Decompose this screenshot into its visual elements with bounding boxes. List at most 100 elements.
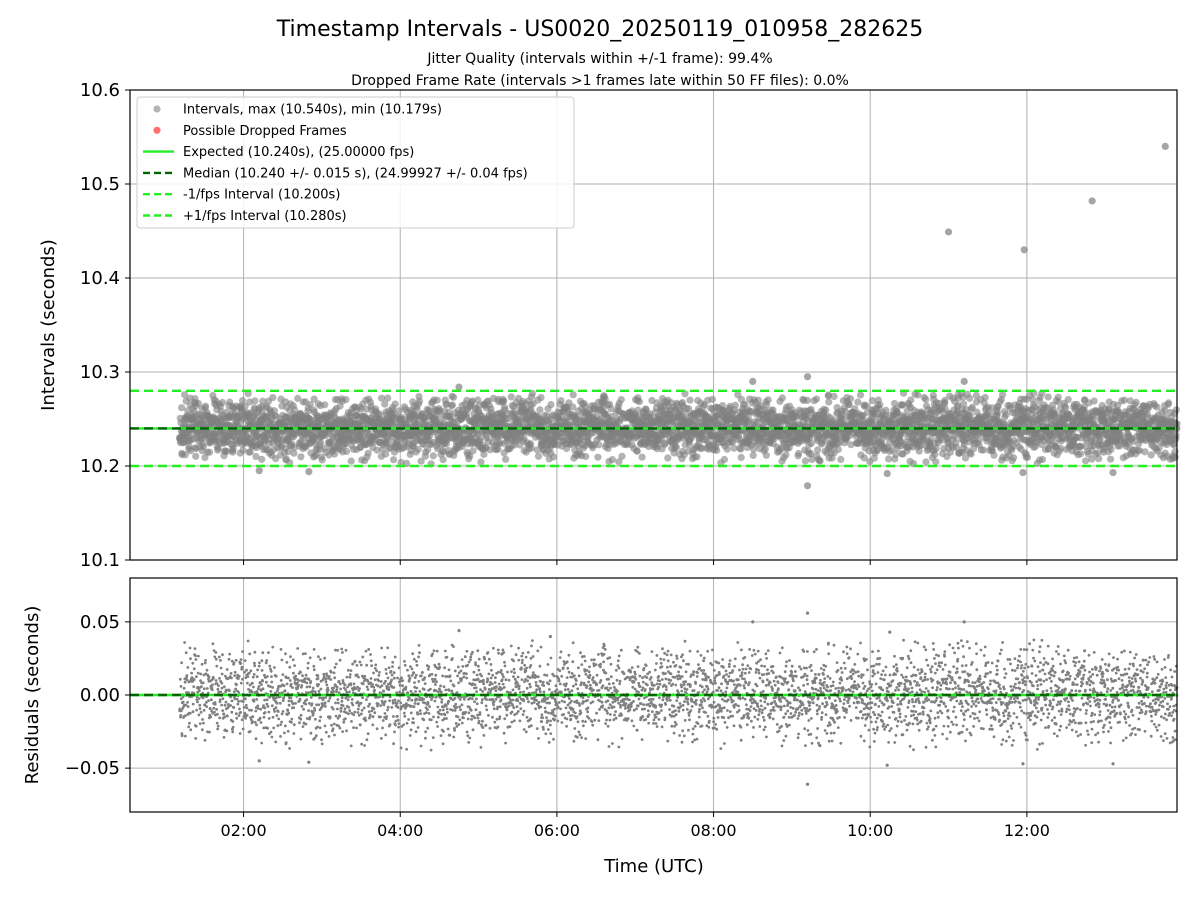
residual-point bbox=[274, 740, 278, 744]
residual-point bbox=[192, 667, 196, 671]
residual-point bbox=[251, 715, 255, 719]
residual-point bbox=[260, 683, 263, 686]
residual-point bbox=[205, 700, 208, 704]
residual-point bbox=[290, 720, 293, 724]
residual-point bbox=[188, 711, 192, 715]
residual-point bbox=[246, 639, 250, 643]
interval-point bbox=[1147, 451, 1155, 459]
legend-label: Expected (10.240s), (25.00000 fps) bbox=[183, 145, 414, 160]
interval-point bbox=[201, 453, 209, 462]
residual-point bbox=[260, 741, 264, 745]
residual-point bbox=[180, 661, 184, 665]
interval-outlier-point bbox=[255, 467, 263, 475]
interval-point bbox=[291, 405, 299, 414]
residual-point bbox=[283, 724, 287, 728]
residual-point bbox=[269, 690, 273, 693]
interval-point bbox=[347, 457, 355, 465]
residual-point bbox=[253, 661, 256, 665]
interval-point bbox=[397, 458, 405, 466]
residual-point bbox=[290, 717, 294, 721]
interval-point bbox=[1095, 455, 1103, 463]
interval-point bbox=[782, 451, 790, 459]
interval-point bbox=[681, 390, 689, 398]
interval-point bbox=[876, 401, 884, 409]
residual-point bbox=[241, 677, 244, 681]
residual-point bbox=[246, 675, 250, 678]
interval-outlier-point bbox=[1020, 246, 1028, 254]
interval-point bbox=[1009, 454, 1018, 462]
residual-point bbox=[231, 730, 235, 734]
interval-point bbox=[201, 402, 210, 410]
residual-point bbox=[249, 669, 253, 673]
residual-point bbox=[211, 683, 214, 687]
interval-point bbox=[1165, 399, 1173, 407]
residual-point bbox=[215, 708, 219, 711]
interval-point bbox=[318, 456, 326, 464]
interval-point bbox=[199, 442, 207, 451]
interval-point bbox=[762, 451, 771, 459]
residual-point bbox=[282, 684, 286, 688]
interval-point bbox=[720, 455, 729, 464]
interval-point bbox=[723, 445, 731, 453]
residual-point bbox=[186, 701, 189, 704]
residual-point bbox=[248, 730, 252, 733]
legend-marker-intervals bbox=[153, 105, 161, 113]
legend-marker-dropped bbox=[153, 126, 161, 134]
residual-point bbox=[277, 717, 281, 721]
interval-outlier-point bbox=[1109, 468, 1117, 477]
interval-point bbox=[547, 401, 555, 409]
residual-point bbox=[208, 707, 212, 710]
residual-point bbox=[210, 698, 213, 702]
residual-point bbox=[251, 720, 255, 724]
residual-point bbox=[211, 642, 215, 646]
residual-point bbox=[224, 700, 228, 704]
residual-point bbox=[188, 646, 192, 650]
interval-point bbox=[269, 394, 277, 402]
residual-point bbox=[241, 650, 245, 653]
intervals-points bbox=[176, 142, 1181, 490]
interval-point bbox=[246, 448, 254, 456]
interval-point bbox=[507, 393, 515, 401]
residual-point bbox=[267, 651, 270, 654]
interval-point bbox=[330, 450, 339, 458]
residual-point bbox=[274, 674, 278, 678]
residual-point bbox=[192, 678, 196, 682]
residual-point bbox=[184, 714, 187, 717]
residual-point bbox=[222, 712, 226, 716]
residual-point bbox=[234, 712, 238, 716]
interval-point bbox=[731, 401, 739, 409]
interval-point bbox=[1064, 396, 1072, 404]
residual-point bbox=[197, 697, 201, 700]
residual-point bbox=[205, 668, 209, 672]
interval-point bbox=[922, 458, 930, 466]
residual-point bbox=[262, 715, 266, 719]
residual-point bbox=[204, 659, 207, 662]
residual-point bbox=[213, 655, 217, 659]
residual-point bbox=[202, 721, 205, 725]
residual-point bbox=[260, 669, 264, 672]
residual-point bbox=[208, 730, 211, 734]
residual-point bbox=[194, 737, 198, 740]
interval-point bbox=[822, 406, 830, 414]
residual-point bbox=[221, 653, 224, 657]
interval-point bbox=[448, 401, 456, 409]
interval-point bbox=[375, 410, 383, 418]
residual-point bbox=[258, 716, 262, 720]
residual-point bbox=[275, 714, 279, 717]
residual-point bbox=[232, 706, 236, 709]
interval-point bbox=[976, 435, 984, 443]
residual-point bbox=[236, 702, 240, 706]
residual-point bbox=[279, 679, 283, 682]
residual-point bbox=[270, 735, 274, 739]
residual-point bbox=[245, 714, 249, 717]
residual-point bbox=[197, 713, 201, 717]
interval-point bbox=[608, 456, 617, 464]
residual-point bbox=[217, 655, 221, 659]
residual-point bbox=[231, 720, 235, 723]
residual-point bbox=[256, 668, 259, 672]
interval-point bbox=[708, 395, 717, 403]
residual-point bbox=[216, 687, 220, 691]
residual-point bbox=[247, 671, 251, 675]
residual-point bbox=[227, 657, 231, 661]
figure-subtitle-jitter: Jitter Quality (intervals within +/-1 fr… bbox=[426, 51, 772, 67]
